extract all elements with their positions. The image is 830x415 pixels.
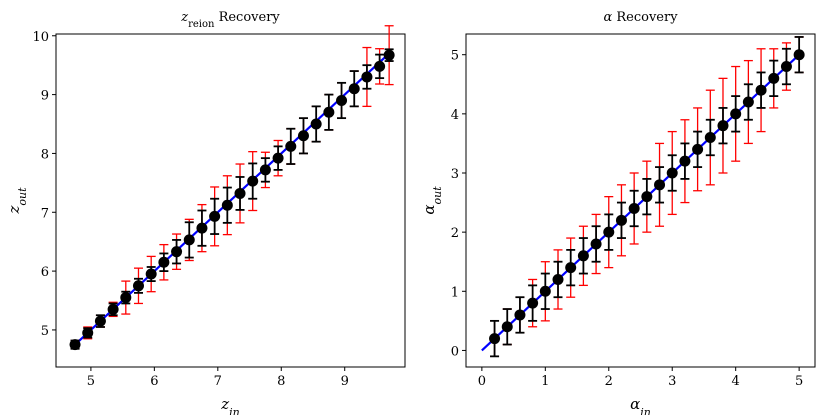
y-tick-label: 3	[451, 167, 459, 182]
data-point	[272, 152, 284, 164]
y-tick-label: 0	[451, 344, 459, 359]
x-tick-label: 9	[341, 374, 349, 389]
panel-title: zreion Recovery	[180, 10, 280, 30]
data-point	[183, 234, 195, 246]
y-tick-label: 5	[451, 49, 459, 64]
data-point	[107, 303, 119, 315]
y-axis-label: αout	[420, 186, 444, 215]
y-tick-label: 1	[451, 285, 459, 300]
y-tick-label: 8	[41, 147, 49, 162]
x-tick-label: 8	[277, 374, 285, 389]
x-tick-label: 7	[214, 374, 222, 389]
x-tick-label: 1	[541, 374, 549, 389]
data-point	[196, 222, 208, 234]
data-point	[374, 60, 386, 72]
data-point	[145, 268, 157, 280]
data-point	[348, 83, 360, 95]
plot-area	[55, 33, 406, 368]
data-point	[780, 61, 792, 73]
data-point	[489, 333, 501, 345]
x-tick-label: 0	[478, 374, 486, 389]
data-point	[539, 285, 551, 297]
y-axis-label: zout	[5, 187, 29, 215]
data-point	[692, 143, 704, 155]
x-tick-label: 6	[150, 374, 158, 389]
data-point	[768, 72, 780, 84]
data-point	[603, 226, 615, 238]
data-point	[654, 179, 666, 191]
data-point	[361, 71, 373, 83]
data-point	[527, 297, 539, 309]
x-tick-label: 2	[605, 374, 613, 389]
y-tick-label: 9	[41, 89, 49, 104]
data-point	[615, 214, 627, 226]
data-point	[336, 94, 348, 106]
y-tick-label: 4	[451, 108, 459, 123]
data-point	[742, 96, 754, 108]
data-point	[158, 256, 170, 268]
data-point	[717, 120, 729, 132]
data-point	[94, 315, 106, 327]
y-tick-label: 7	[41, 206, 49, 221]
data-point	[285, 140, 297, 152]
data-point	[552, 273, 564, 285]
data-point	[730, 108, 742, 120]
panel-title: α Recovery	[603, 10, 678, 25]
data-point	[259, 164, 271, 176]
y-tick-label: 5	[41, 324, 49, 339]
x-tick-label: 4	[732, 374, 740, 389]
data-point	[679, 155, 691, 167]
y-tick-label: 2	[451, 226, 459, 241]
data-point	[209, 210, 221, 222]
plot-marks	[481, 36, 805, 358]
data-point	[590, 238, 602, 250]
data-point	[82, 327, 94, 339]
alpha-recovery-panel: α Recovery 0 1 2 3 4 5 0 1 2 3 4 5 αin αout	[420, 10, 816, 415]
data-point	[666, 167, 678, 179]
data-point	[247, 175, 259, 187]
data-point	[69, 339, 81, 351]
x-tick-label: 5	[87, 374, 95, 389]
data-point	[171, 246, 183, 258]
plot-area	[465, 33, 816, 368]
plot-marks	[69, 25, 395, 351]
x-axis-label: αin	[630, 395, 651, 415]
data-point	[793, 49, 805, 61]
data-point	[297, 130, 309, 142]
zreion-recovery-panel: zreion Recovery 5 6 7 8 9 5 6 7 8 9 10 zin zout	[5, 10, 406, 415]
data-point	[577, 250, 589, 262]
y-axis-ticks: 0 1 2 3 4 5	[451, 49, 466, 359]
data-point	[310, 118, 322, 130]
data-point	[120, 292, 132, 304]
x-tick-label: 5	[795, 374, 803, 389]
x-axis-ticks: 0 1 2 3 4 5	[478, 367, 803, 389]
data-point	[565, 262, 577, 274]
x-axis-label: zin	[220, 395, 240, 415]
x-axis-ticks: 5 6 7 8 9	[87, 367, 349, 389]
data-point	[132, 280, 144, 292]
data-point	[514, 309, 526, 321]
data-point	[755, 84, 767, 96]
y-tick-label: 10	[32, 30, 49, 45]
data-point	[628, 202, 640, 214]
data-point	[641, 191, 653, 203]
x-tick-label: 3	[668, 374, 676, 389]
y-tick-label: 6	[41, 265, 49, 280]
data-point	[501, 321, 513, 333]
data-point	[704, 132, 716, 144]
data-point	[383, 49, 395, 61]
data-point	[323, 106, 335, 118]
data-point	[234, 187, 246, 199]
data-point	[221, 199, 233, 211]
y-axis-ticks: 5 6 7 8 9 10	[32, 30, 56, 339]
